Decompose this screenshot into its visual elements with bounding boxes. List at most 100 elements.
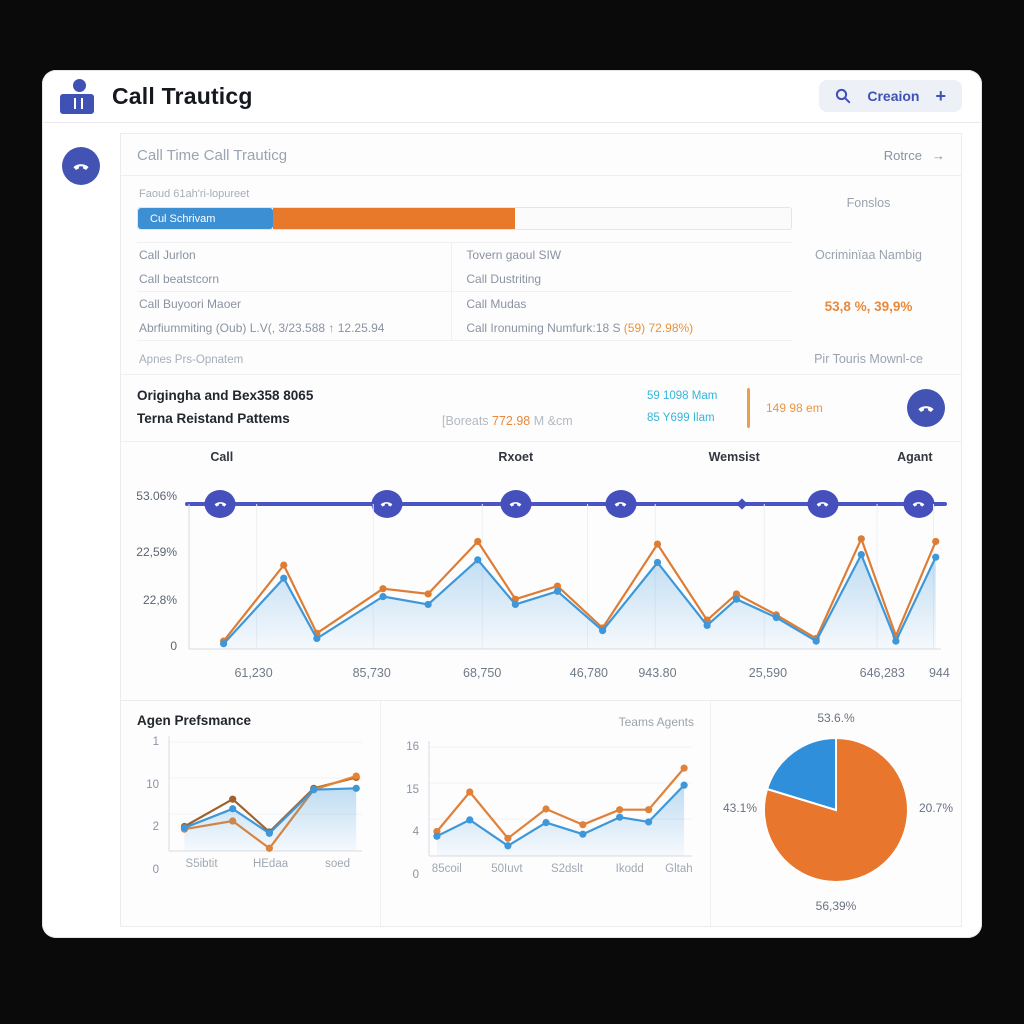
timeline-phone-marker[interactable] (500, 489, 532, 518)
x-axis-tick: 85,730 (352, 665, 391, 680)
timeline-phone-marker[interactable] (807, 489, 839, 518)
bottom-charts-row: Agen Prefsmance 1 10 2 0 S5ibtit HEdaa soed T… (121, 699, 961, 926)
stat-label: Call Buyoori Maoer (139, 297, 242, 311)
timeline-phone-marker[interactable] (204, 489, 236, 518)
phone-icon (912, 502, 925, 508)
phone-icon (214, 502, 226, 508)
search-icon[interactable] (835, 88, 851, 104)
teams-agents-card: Teams Agents 16 15 4 0 85coil 50Iuvt S2dslt Ik… (381, 700, 711, 926)
phone-icon (381, 502, 393, 508)
section-title-1: Origingha and Bex358 8065 (137, 388, 314, 403)
phone-icon (509, 502, 522, 508)
y-axis-tick: 2 (152, 821, 159, 834)
patterns-section: Origingha and Bex358 8065 Terna Reistand… (121, 374, 961, 442)
add-icon[interactable]: + (935, 86, 946, 106)
aside-item: 53,8 %, 39,9% (824, 299, 913, 315)
sidebar-phone-button[interactable] (62, 147, 100, 185)
panel-header: Call Time Call Trauticg Rotrce → (121, 134, 961, 176)
x-axis-tick: Gltah (665, 862, 693, 875)
stats-row: Call Buyoori Maoer Call Mudas (137, 292, 792, 316)
y-axis-tick: 10 (146, 778, 159, 791)
agent-performance-card: Agen Prefsmance 1 10 2 0 S5ibtit HEdaa soed (121, 700, 381, 926)
chart-column-header[interactable]: Wemsist (708, 449, 760, 464)
x-axis-tick: 85coil (431, 862, 462, 875)
orange-divider (747, 387, 750, 428)
meta-caption: Apnes Prs-Opnatem (139, 354, 244, 366)
y-axis-tick: 15 (406, 783, 419, 796)
x-axis-tick: 50Iuvt (491, 862, 523, 875)
app-title: Call Trauticg (112, 82, 253, 109)
pie-label-bottom: 56,39% (815, 898, 857, 913)
phone-icon (816, 502, 829, 508)
summary-aside: Fonslos Ocriminïaa Nambig 53,8 %, 39,9% Pir… (792, 182, 945, 374)
content-row: Call Time Call Trauticg Rotrce → Faoud 6… (42, 123, 982, 937)
pie-label-left: 43.1% (723, 800, 758, 815)
progress-caption: Faoud 61ah'ri-lopureet (139, 188, 250, 200)
x-axis-tick: 25,590 (748, 665, 788, 680)
pie-label-top: 53.6.% (817, 710, 855, 725)
stat-label: Call Dustriting (451, 267, 792, 291)
stat-label: Call Jurlon (139, 248, 196, 262)
x-axis-tick: 944 (928, 665, 950, 680)
search-create-button[interactable]: Creaion + (819, 80, 962, 112)
pie-slice-blue[interactable] (765, 736, 837, 812)
app-header: Call Trauticg Creaion + (42, 70, 982, 123)
x-axis-tick: 46,780 (569, 665, 608, 680)
timeline-phone-marker[interactable] (903, 489, 935, 518)
main-chart-x-axis: 61,230 85,730 68,750 46,780 943.80 25,590 646,… (185, 665, 950, 690)
teams-agents-chart (428, 740, 692, 857)
panel-title: Call Time Call Trauticg (137, 147, 288, 164)
summary-section: Faoud 61ah'ri-lopureet Cul Schrivam Call… (121, 176, 961, 374)
section-detail-value: 772.98 (492, 413, 531, 428)
chart-column-header[interactable]: Call (210, 449, 234, 464)
main-chart-region: 53.06% 22,59% 22,8% 0 (121, 476, 961, 664)
x-axis-tick: 646,283 (859, 665, 905, 680)
y-axis-tick: 0 (170, 638, 177, 653)
aside-item: Ocriminïaa Nambig (815, 247, 922, 262)
stat-label: Tovern gaoul SIW (451, 243, 792, 267)
chart-column-header[interactable]: Agant (897, 449, 933, 464)
teams-agents-legend: Teams Agents (618, 714, 694, 729)
sidebar (42, 133, 120, 927)
section-phone-button[interactable] (907, 388, 945, 427)
progress-bar: Cul Schrivam (137, 207, 792, 230)
y-axis-tick: 0 (152, 863, 159, 876)
dashboard-panel: Call Time Call Trauticg Rotrce → Faoud 6… (120, 133, 962, 927)
pie-chart (761, 735, 911, 890)
x-axis-tick: S2dslt (550, 862, 583, 875)
y-axis-tick: 16 (406, 740, 419, 753)
y-axis-tick: 4 (412, 826, 419, 839)
agent-performance-title: Agen Prefsmance (137, 712, 252, 728)
section-detail: [Boreats 772.98 M &cm (442, 413, 573, 428)
search-button-label[interactable]: Creaion (867, 88, 920, 104)
phone-icon (73, 164, 89, 171)
x-axis-tick: 943.80 (638, 665, 677, 680)
cyan-stat-line: 85 Y699 Ilam (647, 411, 715, 424)
stats-row: Call beatstcorn Call Dustriting (137, 267, 792, 292)
x-axis-tick: 61,230 (234, 665, 273, 680)
call-distribution-card: 53.6.% 43.1% 20.7% 56,39% (711, 701, 961, 926)
timeline-phone-marker[interactable] (371, 489, 403, 518)
stat-label: Call beatstcorn (139, 272, 220, 286)
y-axis-tick: 22,8% (142, 592, 177, 607)
progress-fill (273, 208, 515, 229)
progress-chip[interactable]: Cul Schrivam (138, 208, 273, 229)
cyan-stat-line: 59 1098 Mam (647, 390, 718, 403)
panel-link-label[interactable]: Rotrce (883, 148, 922, 163)
x-axis-tick: 68,750 (463, 665, 502, 680)
timeline-phone-marker[interactable] (605, 489, 637, 518)
aside-item: Fonslos (846, 196, 891, 210)
x-axis-tick: S5ibtit (185, 857, 218, 870)
agent-performance-chart (168, 735, 362, 852)
pie-label-right: 20.7% (918, 800, 953, 815)
x-axis-tick: HEdaa (252, 857, 289, 870)
main-line-chart (188, 503, 941, 650)
timeline-line (185, 501, 947, 506)
y-axis-tick: 0 (412, 868, 419, 881)
panel-link[interactable]: Rotrce → (884, 148, 945, 163)
call-timeline (185, 489, 947, 518)
chart-column-header[interactable]: Rxoet (498, 449, 534, 464)
stat-label: Abrfiummiting (Oub) L.V(, 3/23.588 ↑ 12.… (139, 321, 385, 335)
aside-item: Pir Touris Mownl-ce (814, 351, 923, 366)
stats-row: Call Jurlon Tovern gaoul SIW (137, 243, 792, 267)
